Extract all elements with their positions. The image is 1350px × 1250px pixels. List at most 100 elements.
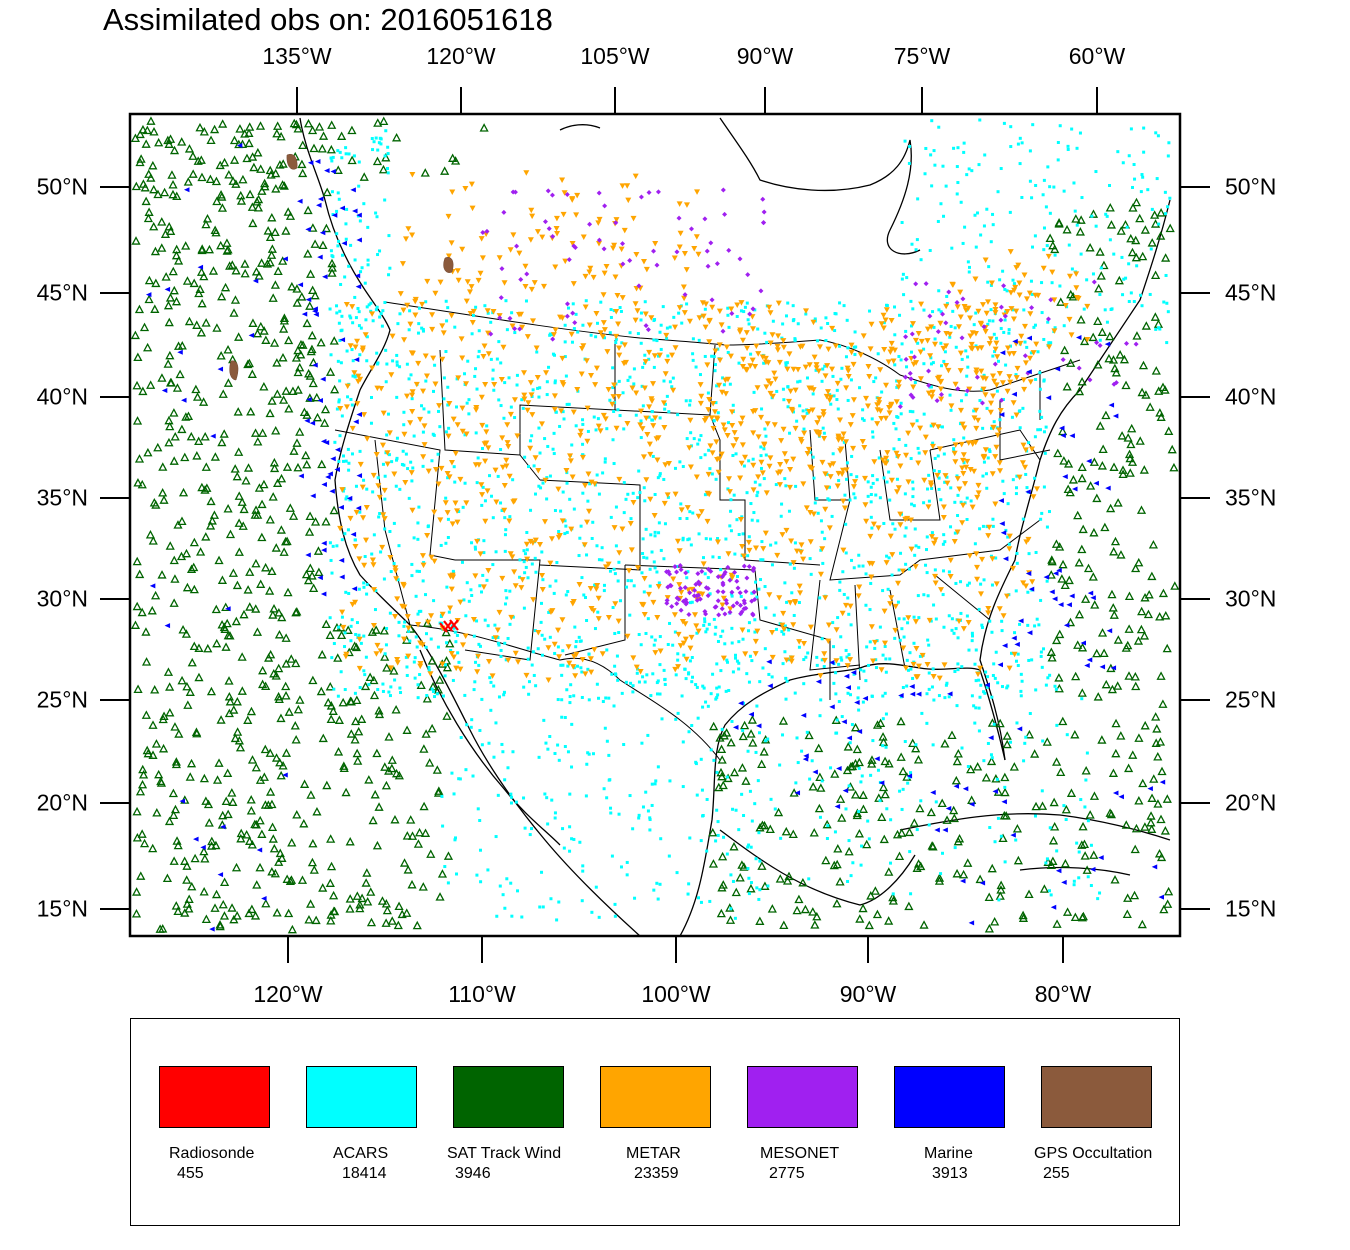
- sat-track-wind-marker: [1137, 387, 1147, 397]
- acars-marker: [355, 621, 359, 625]
- acars-marker: [1033, 323, 1037, 327]
- acars-marker: [527, 680, 531, 684]
- sat-track-wind-marker: [188, 151, 198, 160]
- metar-marker: [584, 405, 591, 412]
- acars-marker: [953, 500, 957, 504]
- acars-marker: [680, 321, 684, 325]
- sat-track-wind-marker: [269, 843, 279, 853]
- acars-marker: [747, 876, 751, 880]
- marine-marker: [356, 473, 363, 479]
- sat-track-wind-marker: [214, 555, 224, 565]
- metar-marker: [710, 426, 717, 432]
- sat-track-wind-marker: [1009, 762, 1019, 771]
- metar-marker: [780, 426, 787, 433]
- acars-marker: [700, 788, 704, 792]
- metar-marker: [584, 519, 591, 526]
- acars-marker: [609, 811, 613, 815]
- sat-track-wind-marker: [177, 341, 187, 350]
- metar-marker: [387, 665, 394, 671]
- acars-marker: [340, 538, 344, 542]
- acars-marker: [1164, 273, 1168, 277]
- acars-marker: [829, 402, 833, 406]
- acars-marker: [916, 341, 920, 345]
- acars-marker: [932, 149, 936, 153]
- metar-marker: [680, 640, 687, 647]
- mesonet-marker: [730, 603, 736, 609]
- sat-track-wind-marker: [953, 748, 963, 758]
- sat-track-wind-marker: [233, 727, 243, 736]
- acars-marker: [1094, 224, 1098, 228]
- sat-track-wind-marker: [445, 638, 455, 648]
- sat-track-wind-marker: [284, 707, 294, 716]
- sat-track-wind-marker: [283, 587, 293, 597]
- metar-marker: [559, 315, 566, 321]
- acars-marker: [513, 416, 517, 420]
- acars-marker: [1020, 195, 1024, 199]
- acars-marker: [787, 628, 791, 632]
- acars-marker: [1001, 397, 1005, 401]
- metar-marker: [588, 373, 595, 379]
- acars-marker: [417, 505, 421, 509]
- metar-marker: [947, 557, 954, 564]
- acars-marker: [668, 779, 672, 783]
- acars-marker: [919, 258, 923, 262]
- sat-track-wind-marker: [135, 129, 145, 139]
- acars-marker: [893, 305, 897, 309]
- mesonet-marker: [934, 398, 940, 404]
- sat-track-wind-marker: [166, 377, 176, 387]
- metar-marker: [925, 390, 932, 397]
- acars-marker: [1006, 502, 1010, 506]
- sat-track-wind-marker: [844, 846, 854, 856]
- metar-marker: [960, 626, 967, 632]
- marine-markers: [145, 142, 1166, 932]
- sat-track-wind-marker: [276, 713, 286, 723]
- acars-marker: [943, 350, 947, 354]
- acars-marker: [733, 653, 737, 657]
- acars-marker: [1002, 121, 1006, 125]
- acars-marker: [476, 456, 480, 460]
- metar-marker: [339, 609, 346, 616]
- mesonet-marker: [751, 565, 757, 571]
- metar-marker: [439, 356, 446, 363]
- acars-marker: [731, 454, 735, 458]
- acars-marker: [848, 498, 852, 502]
- metar-marker: [582, 483, 589, 489]
- acars-marker: [604, 696, 608, 700]
- metar-marker: [719, 602, 726, 609]
- acars-marker: [613, 664, 617, 668]
- metar-marker: [595, 423, 602, 430]
- acars-marker: [706, 576, 710, 580]
- sat-track-wind-marker: [194, 436, 204, 446]
- acars-marker: [785, 679, 789, 683]
- sat-track-wind-marker: [159, 187, 170, 197]
- acars-marker: [452, 792, 456, 796]
- acars-marker: [881, 744, 885, 748]
- metar-marker: [1049, 269, 1056, 276]
- metar-marker: [596, 216, 603, 223]
- metar-marker: [503, 463, 510, 469]
- acars-marker: [616, 678, 620, 682]
- acars-marker: [527, 465, 531, 469]
- acars-marker: [901, 787, 905, 791]
- acars-marker: [861, 700, 865, 704]
- acars-marker: [566, 590, 570, 594]
- sat-track-wind-marker: [850, 790, 861, 799]
- acars-marker: [955, 165, 959, 169]
- metar-marker: [800, 556, 807, 563]
- sat-track-wind-marker: [168, 266, 178, 276]
- acars-marker: [895, 477, 899, 481]
- acars-marker: [561, 649, 565, 653]
- metar-marker: [859, 439, 866, 445]
- sat-track-wind-marker: [1147, 238, 1157, 247]
- acars-marker: [1016, 652, 1020, 656]
- sat-track-wind-marker: [1140, 225, 1150, 234]
- acars-marker: [949, 486, 953, 490]
- metar-marker: [781, 451, 788, 457]
- left-lat-tick-label: 35°N: [36, 484, 88, 511]
- acars-marker: [977, 729, 981, 733]
- acars-marker: [821, 367, 825, 371]
- acars-marker: [1140, 173, 1144, 177]
- acars-marker: [488, 474, 492, 478]
- acars-marker: [906, 621, 910, 625]
- acars-marker: [994, 336, 998, 340]
